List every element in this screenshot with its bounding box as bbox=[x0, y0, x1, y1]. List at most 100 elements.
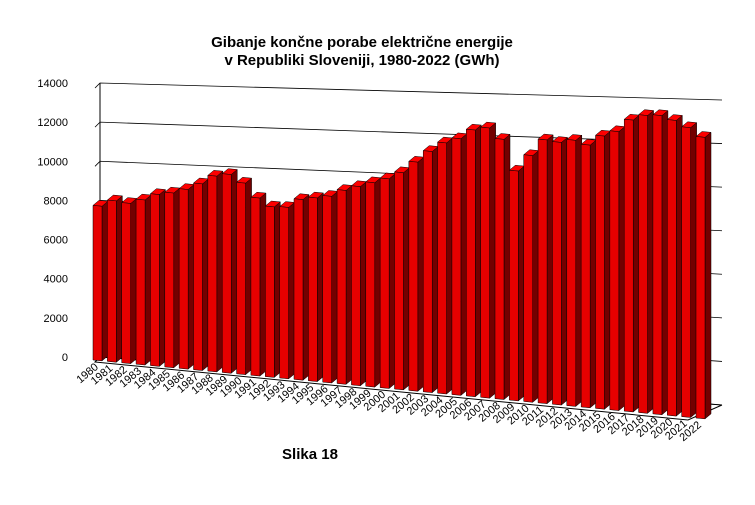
y-tick-label: 6000 bbox=[44, 235, 68, 247]
bar-front bbox=[623, 118, 634, 413]
bar-front bbox=[293, 198, 304, 381]
bar-front bbox=[451, 137, 462, 396]
bar bbox=[594, 129, 612, 410]
bar-front bbox=[437, 141, 447, 395]
bar-side bbox=[604, 130, 611, 410]
bar-front bbox=[308, 196, 318, 382]
bar-front bbox=[580, 144, 591, 409]
grid-line bbox=[94, 82, 723, 101]
bar-side bbox=[460, 133, 468, 396]
bar-front bbox=[652, 114, 663, 415]
bar bbox=[178, 183, 195, 370]
bar-front bbox=[193, 182, 203, 371]
bar bbox=[164, 186, 181, 369]
y-tick-label: 4000 bbox=[44, 274, 68, 286]
bar bbox=[666, 114, 683, 417]
bar bbox=[293, 193, 310, 381]
bar-front bbox=[150, 193, 160, 367]
bar-front bbox=[135, 198, 146, 366]
bar-front bbox=[638, 114, 648, 414]
y-tick-label: 8000 bbox=[44, 195, 68, 207]
bar-front bbox=[422, 150, 433, 393]
bar-front bbox=[552, 141, 562, 406]
bar-side bbox=[661, 110, 669, 416]
bar-front bbox=[121, 202, 131, 364]
bar bbox=[537, 133, 554, 405]
bar-front bbox=[667, 119, 677, 417]
bar-front bbox=[695, 136, 706, 420]
bar-front bbox=[523, 154, 533, 403]
bar-side bbox=[561, 136, 568, 406]
bar-side bbox=[403, 167, 410, 391]
bar-side bbox=[259, 192, 267, 377]
bar bbox=[235, 177, 253, 376]
bar-side bbox=[546, 134, 554, 405]
bar-front bbox=[351, 185, 361, 386]
bar-front bbox=[221, 173, 232, 374]
bar bbox=[408, 156, 425, 392]
y-tick-label: 2000 bbox=[44, 313, 68, 325]
bar bbox=[451, 132, 468, 396]
bar-front bbox=[279, 206, 289, 380]
bar-front bbox=[566, 139, 577, 407]
bar bbox=[580, 139, 597, 409]
bar-front bbox=[322, 195, 332, 384]
bar-side bbox=[116, 195, 123, 363]
figure-note: Slika 18 bbox=[282, 446, 338, 463]
bar-front bbox=[466, 128, 476, 398]
bar bbox=[336, 184, 353, 385]
bar bbox=[393, 166, 411, 391]
bar bbox=[681, 121, 698, 419]
bar-front bbox=[480, 126, 490, 399]
bar bbox=[365, 176, 382, 388]
bar-front bbox=[609, 130, 620, 411]
bar-side bbox=[216, 170, 224, 373]
bar-front bbox=[379, 177, 390, 389]
bar-side bbox=[704, 131, 712, 420]
bar-front bbox=[178, 188, 189, 370]
y-tick-label: 14000 bbox=[37, 78, 68, 90]
grid-line bbox=[94, 121, 723, 144]
bar-side bbox=[647, 110, 654, 414]
bar-side bbox=[431, 145, 439, 394]
bar bbox=[422, 145, 439, 394]
chart-subtitle: v Republiki Sloveniji, 1980-2022 (GWh) bbox=[224, 52, 499, 69]
bar-side bbox=[518, 165, 525, 402]
bar-side bbox=[230, 169, 238, 374]
bar-side bbox=[575, 134, 583, 407]
bar bbox=[436, 136, 454, 395]
bar-front bbox=[265, 205, 275, 378]
y-tick-label: 10000 bbox=[37, 156, 68, 168]
bar bbox=[379, 172, 396, 390]
bar-side bbox=[144, 194, 152, 366]
bar-side bbox=[288, 201, 295, 380]
bar-front bbox=[164, 191, 175, 369]
bar bbox=[135, 193, 152, 366]
bar bbox=[264, 200, 281, 378]
bar-side bbox=[475, 124, 482, 398]
bar bbox=[92, 200, 109, 362]
bar-side bbox=[618, 126, 626, 412]
bar-side bbox=[589, 139, 597, 409]
bar bbox=[623, 113, 640, 413]
bar bbox=[652, 109, 669, 416]
bar-side bbox=[101, 200, 109, 362]
bar-side bbox=[446, 137, 453, 395]
chart-title: Gibanje končne porabe električne energij… bbox=[211, 34, 513, 51]
bar-side bbox=[632, 114, 640, 413]
bar-front bbox=[681, 126, 691, 418]
bar-side bbox=[202, 178, 209, 372]
bar bbox=[322, 190, 339, 384]
bar bbox=[121, 197, 138, 365]
bar-front bbox=[207, 175, 218, 373]
bar-side bbox=[317, 192, 324, 383]
bar-side bbox=[130, 197, 137, 365]
bar-side bbox=[331, 190, 338, 384]
bar bbox=[207, 170, 224, 373]
bar-front bbox=[336, 189, 347, 385]
bar-side bbox=[388, 173, 396, 390]
bar bbox=[523, 149, 540, 403]
bar-side bbox=[302, 194, 310, 381]
bar bbox=[609, 125, 626, 412]
